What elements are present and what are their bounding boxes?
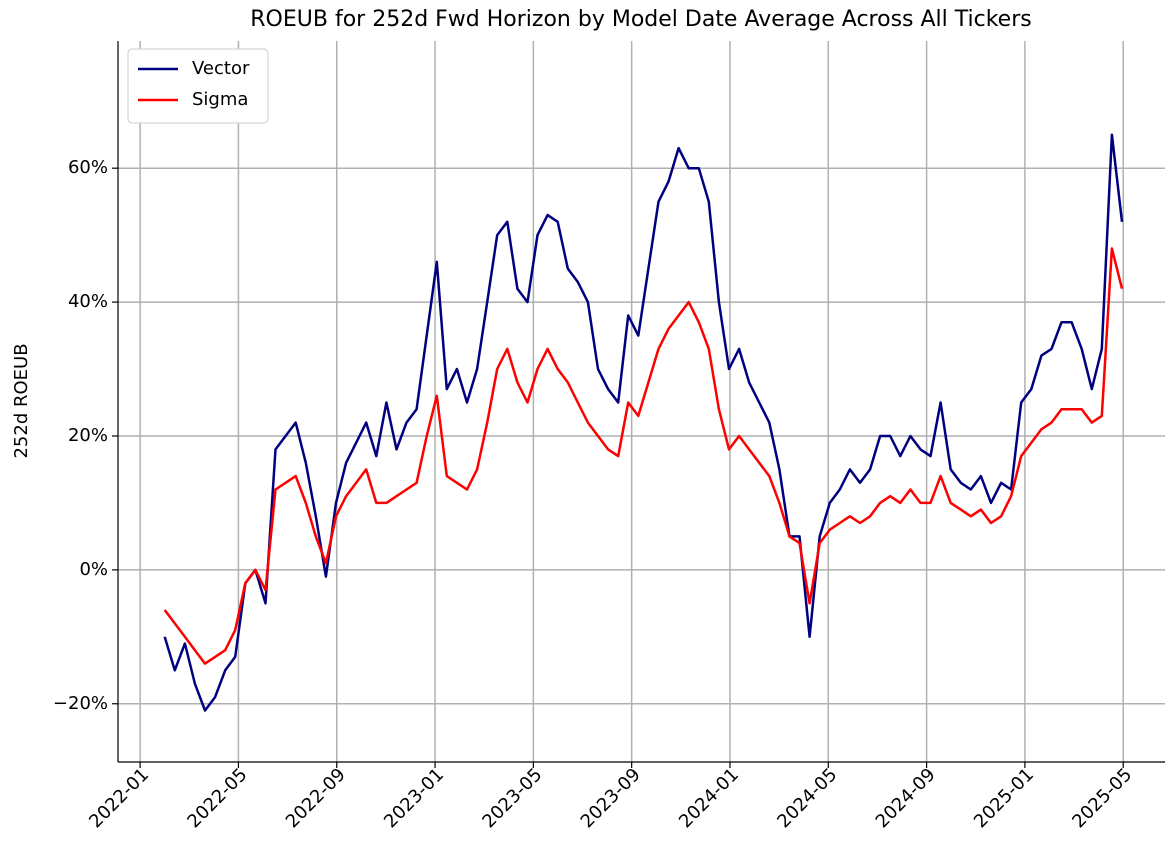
x-tick-label: 2023-09	[577, 764, 645, 832]
y-tick-label: −20%	[53, 693, 108, 714]
x-tick-label: 2024-05	[773, 764, 841, 832]
chart-title: ROEUB for 252d Fwd Horizon by Model Date…	[250, 7, 1031, 32]
x-tick-label: 2023-05	[478, 764, 546, 832]
x-tick-label: 2024-09	[872, 764, 940, 832]
legend-label: Vector	[192, 58, 250, 79]
line-series	[163, 247, 1124, 665]
legend: Vector Sigma	[127, 48, 269, 124]
x-tick-label: 2025-01	[970, 764, 1038, 832]
x-tick-label: 2022-09	[282, 764, 350, 832]
y-tick-label: 60%	[68, 157, 108, 178]
y-tick-label: 0%	[79, 559, 108, 580]
x-tick-label: 2023-01	[380, 764, 448, 832]
y-axis-label: 252d ROEUB	[11, 343, 32, 458]
legend-label: Sigma	[192, 89, 248, 110]
x-tick-label: 2022-05	[183, 764, 251, 832]
x-tick-label: 2024-01	[675, 764, 743, 832]
y-tick-label: 40%	[68, 291, 108, 312]
x-tick-label: 2025-05	[1068, 764, 1136, 832]
x-tick-label: 2022-01	[85, 764, 153, 832]
y-tick-label: 20%	[68, 425, 108, 446]
line-series	[163, 133, 1124, 712]
legend-box	[127, 48, 269, 124]
